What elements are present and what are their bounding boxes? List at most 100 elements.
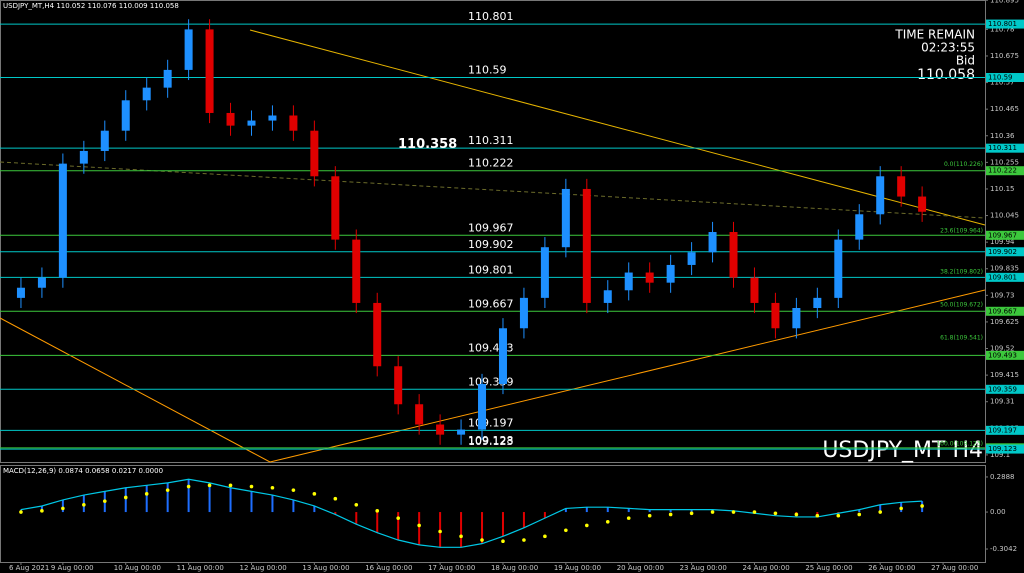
candle-body — [142, 87, 151, 101]
candle-body — [268, 115, 277, 121]
y-tick-label: 109.73 — [990, 291, 1015, 299]
signal-dot — [920, 504, 924, 508]
signal-dot — [417, 523, 421, 528]
macd-bar — [627, 508, 630, 513]
candle-body — [624, 272, 633, 291]
peak-label: 110.358 — [398, 137, 457, 152]
level-box-label: 109.967 — [988, 231, 1017, 239]
macd-bar — [376, 512, 379, 533]
candle-body — [226, 112, 235, 126]
candle-body — [519, 297, 528, 329]
y-tick-label: 109.625 — [990, 318, 1019, 326]
level-box-label: 110.222 — [988, 167, 1017, 175]
candle-body — [687, 252, 696, 265]
watermark: USDJPY_MT H4 — [822, 438, 983, 463]
macd-bar — [585, 507, 588, 513]
candle-body — [184, 29, 193, 70]
x-tick-label: 27 Aug 00:00 — [931, 564, 978, 572]
x-tick-label: 16 Aug 00:00 — [365, 564, 412, 572]
level-box — [986, 73, 1024, 83]
signal-dot — [857, 512, 862, 517]
signal-dot — [647, 513, 652, 518]
signal-dot — [585, 523, 589, 528]
x-tick-label: 18 Aug 00:00 — [491, 564, 538, 572]
macd-bar — [334, 512, 337, 515]
signal-dot — [459, 534, 463, 539]
candle-body — [100, 130, 109, 151]
level-box-label: 109.197 — [988, 426, 1017, 434]
y-tick-label: 110.255 — [990, 158, 1019, 166]
candle-body — [58, 163, 67, 278]
signal-dot — [668, 512, 673, 517]
macd-bar — [313, 505, 316, 513]
signal-dot — [375, 509, 380, 513]
signal-dot — [228, 483, 233, 488]
y-tick-label: 109.52 — [990, 345, 1015, 353]
level-label: 109.667 — [468, 297, 514, 310]
level-label: 109.123 — [468, 435, 514, 448]
x-tick-label: 6 Aug 2021 — [9, 564, 49, 572]
macd-bar — [879, 504, 882, 513]
candle-body — [834, 239, 843, 298]
x-tick-label: 10 Aug 00:00 — [114, 564, 161, 572]
level-label: 110.801 — [468, 10, 514, 23]
signal-dot — [249, 484, 254, 489]
signal-dot — [605, 519, 610, 524]
info-text: 110.058 — [917, 67, 975, 83]
macd-bar — [250, 491, 253, 513]
signal-dot — [689, 511, 694, 516]
y-tick-label: 109.31 — [990, 398, 1015, 406]
macd-bar — [418, 512, 421, 545]
signal-dot — [123, 495, 128, 500]
level-box — [986, 350, 1024, 360]
y-tick-label: 110.78 — [990, 25, 1015, 33]
candle-body — [457, 429, 466, 435]
candle-body — [121, 100, 130, 131]
macd-bar — [606, 507, 609, 513]
x-tick-label: 20 Aug 00:00 — [617, 564, 664, 572]
signal-dot — [312, 492, 317, 496]
level-box — [986, 444, 1024, 454]
trendline — [0, 317, 271, 463]
level-box — [986, 384, 1024, 394]
level-box-label: 110.801 — [988, 20, 1017, 28]
candle-body — [394, 366, 403, 405]
signal-dot — [564, 528, 568, 533]
signal-dot — [396, 516, 400, 520]
y-tick-label: 109.415 — [990, 371, 1019, 379]
level-label: 109.801 — [468, 263, 514, 276]
macd-bar — [145, 485, 148, 513]
level-box — [986, 19, 1024, 29]
macd-bar — [292, 499, 295, 513]
macd-bar — [858, 509, 861, 513]
candle-body — [79, 150, 88, 164]
macd-bar — [166, 482, 169, 513]
y-tick-label: 110.895 — [990, 0, 1019, 4]
info-text: TIME REMAIN — [894, 28, 975, 42]
signal-dot — [186, 484, 191, 489]
level-box — [986, 247, 1024, 257]
signal-dot — [773, 511, 778, 516]
level-label: 109.967 — [468, 221, 514, 234]
fib-label: 50.0(109.672) — [940, 302, 983, 309]
candle-body — [855, 214, 864, 240]
candle-body — [478, 383, 487, 430]
x-tick-label: 9 Aug 00:00 — [51, 564, 94, 572]
x-tick-label: 17 Aug 00:00 — [428, 564, 475, 572]
y-tick-label: 110.57 — [990, 79, 1015, 87]
signal-dot — [82, 502, 86, 507]
signal-dot — [899, 506, 903, 511]
candle-body — [603, 290, 612, 303]
candle-body — [897, 176, 906, 197]
macd-bar — [669, 509, 672, 513]
signal-dot — [19, 510, 23, 514]
macd-bar — [397, 512, 400, 541]
y-tick-label: 110.36 — [990, 132, 1015, 140]
signal-dot — [710, 510, 715, 514]
candle-body — [771, 302, 780, 329]
signal-dot — [878, 510, 883, 514]
main-panel — [0, 0, 986, 463]
y-tick-label: 109.1 — [990, 451, 1010, 459]
signal-dot — [333, 496, 338, 501]
